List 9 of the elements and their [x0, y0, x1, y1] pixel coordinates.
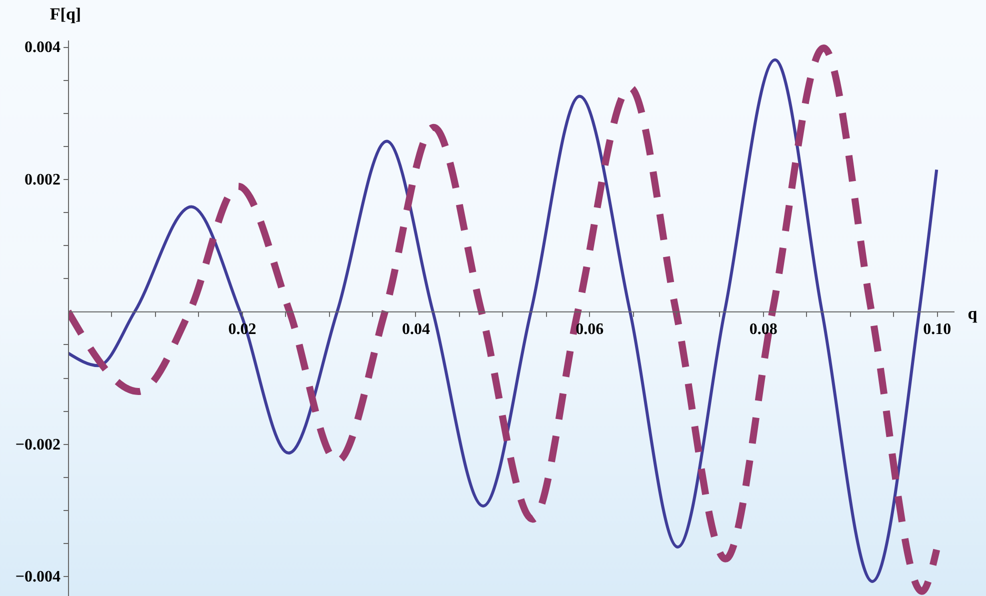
x-tick-label: 0.10: [923, 320, 952, 338]
x-tick-label: 0.04: [402, 320, 430, 338]
y-tick-label: −0.004: [15, 568, 60, 586]
x-axis-title: q: [968, 304, 978, 323]
y-tick-label: −0.002: [15, 436, 60, 454]
y-axis-title: F[q]: [50, 4, 82, 24]
x-tick-label: 0.08: [749, 320, 778, 338]
y-tick-label: 0.004: [24, 39, 60, 56]
y-tick-label: 0.002: [24, 172, 60, 188]
